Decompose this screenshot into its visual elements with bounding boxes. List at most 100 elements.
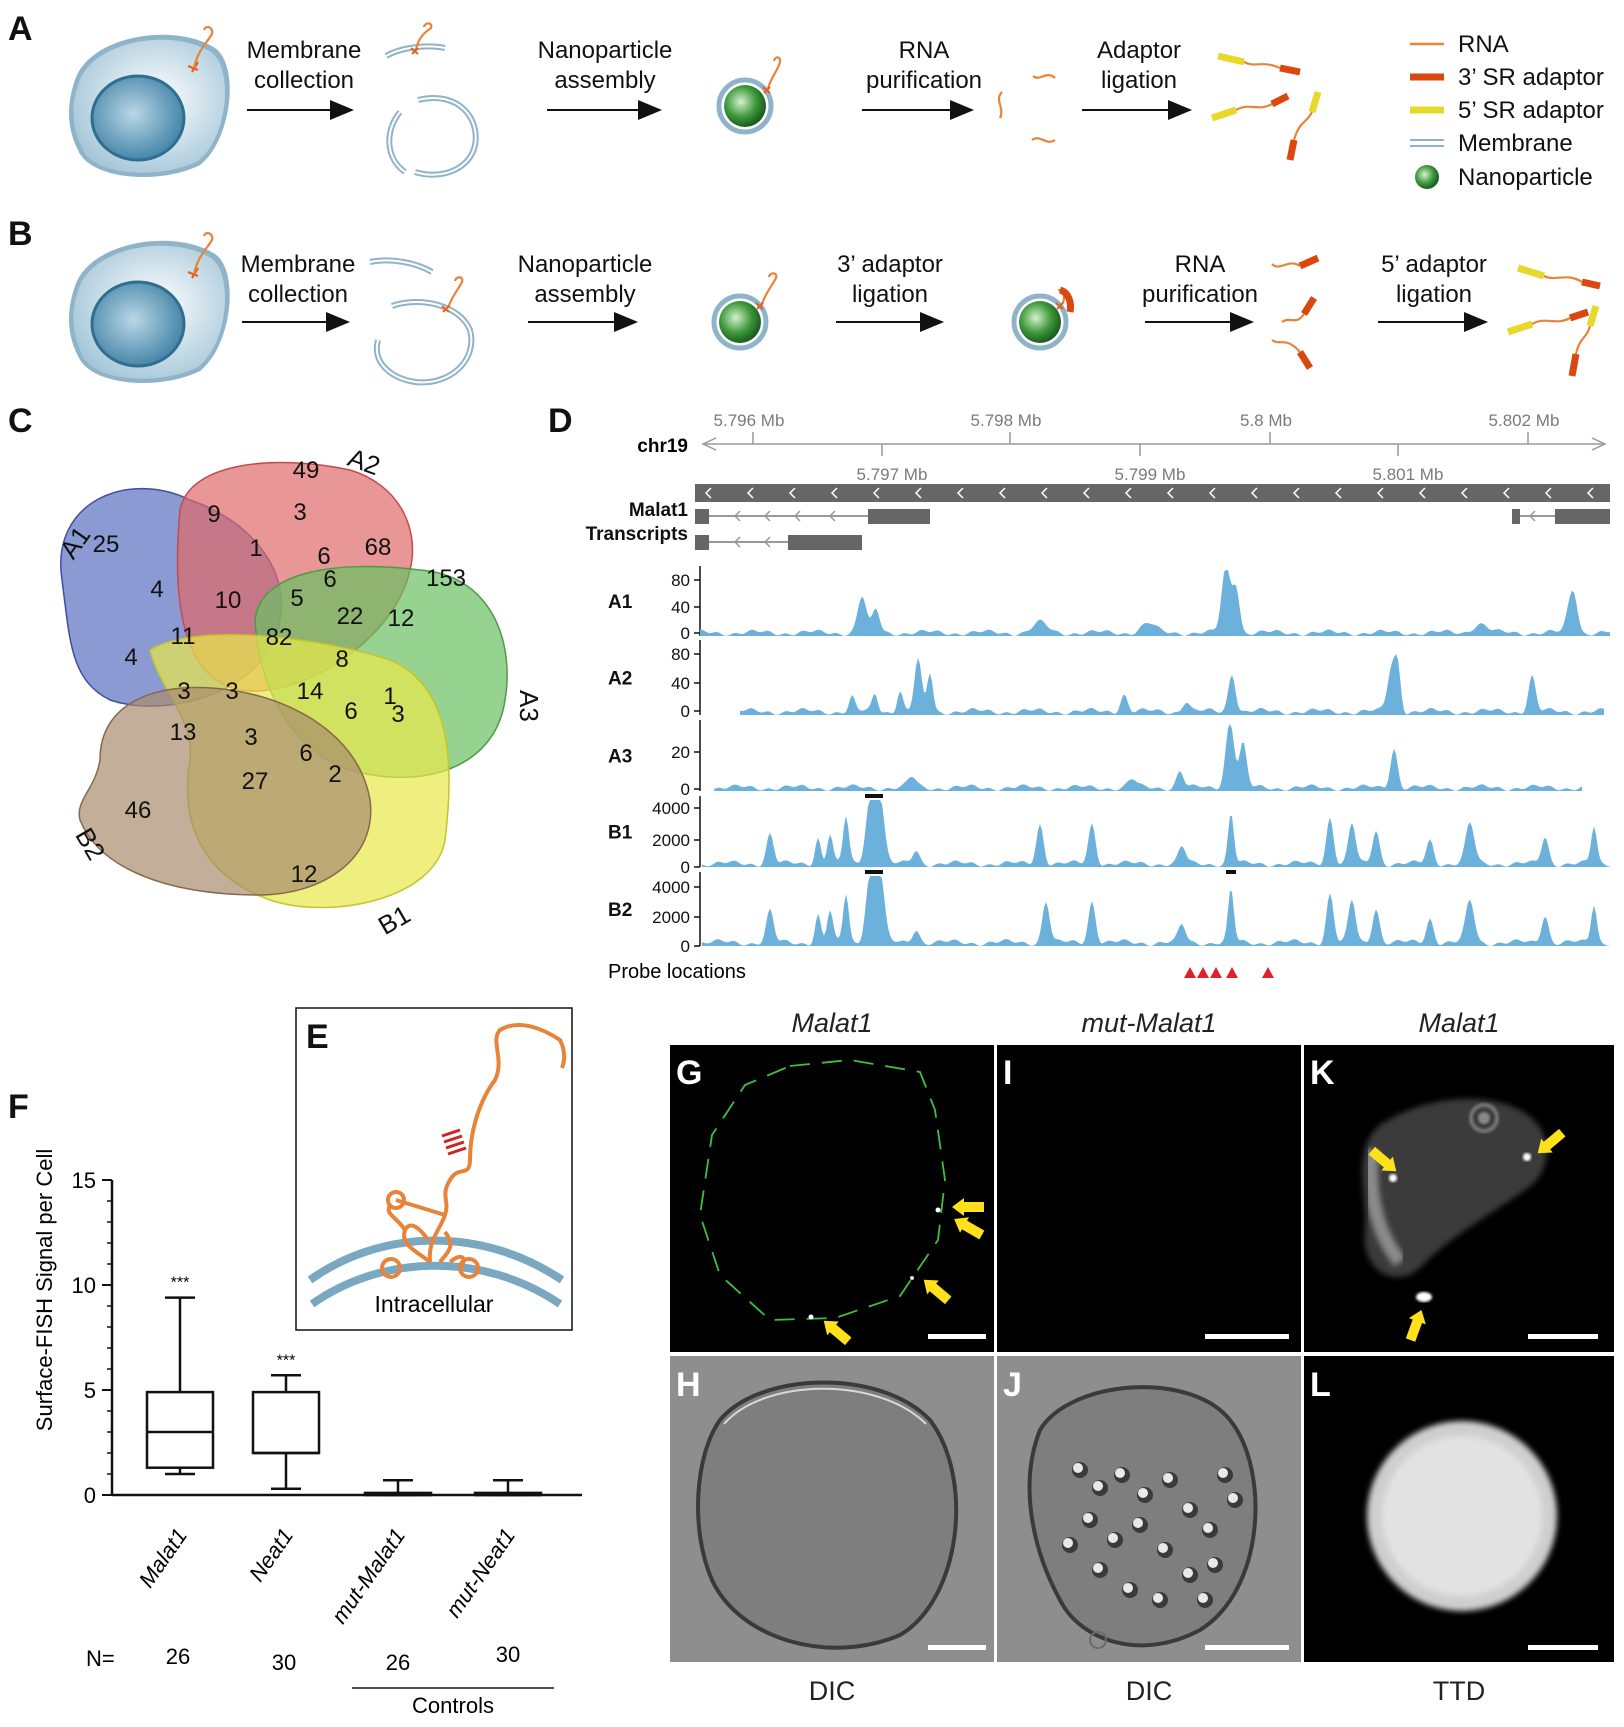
panel-letter-k: K (1310, 1054, 1335, 1092)
venn-region-count: 10 (215, 587, 242, 614)
microscopy-panels: Malat1 mut-Malat1 Malat1 G I (670, 1008, 1614, 1706)
panel-letter-c: C (8, 402, 33, 440)
chromosome-label: chr19 (637, 436, 688, 457)
step-label: Nanoparticle assembly (518, 251, 653, 308)
nucleus (90, 74, 186, 162)
track-axis-tick: 20 (671, 743, 690, 762)
step-label: Nanoparticle assembly (538, 37, 673, 94)
coordinate-tick-label: 5.799 Mb (1115, 465, 1186, 484)
venn-label-b1: B1 (373, 899, 416, 941)
cell-outline (699, 1059, 946, 1321)
scale-bar (1205, 1645, 1289, 1650)
probe-marker (1262, 967, 1274, 978)
scale-bar (928, 1645, 986, 1650)
track-axis-tick: 40 (671, 674, 690, 693)
track-label: B2 (608, 900, 632, 921)
track-axis-tick: 2000 (652, 831, 690, 850)
y-tick-label: 15 (72, 1168, 96, 1193)
membrane-fragments (384, 43, 479, 178)
track-axis-tick: 2000 (652, 908, 690, 927)
gene-body (695, 484, 1610, 502)
venn-region-count: 1 (383, 683, 396, 710)
venn-region-count: 6 (344, 698, 357, 725)
coordinate-ticks-bottom: 5.797 Mb 5.799 Mb 5.801 Mb (857, 444, 1443, 484)
track-label: A3 (608, 747, 632, 768)
coordinate-tick-label: 5.802 Mb (1489, 411, 1560, 430)
legend-label-nanoparticle: Nanoparticle (1458, 164, 1593, 191)
track-axis-tick: 0 (681, 702, 690, 721)
nanoparticle (1019, 301, 1061, 343)
image-caption: DIC (1126, 1676, 1173, 1706)
track-axis-tick: 0 (681, 780, 690, 799)
venn-region-count: 3 (293, 499, 306, 526)
n-label: N= (86, 1646, 115, 1671)
nanoparticle (719, 301, 761, 343)
dic-cell (1027, 1385, 1258, 1649)
legend-label-5-adaptor: 5’ SR adaptor (1458, 97, 1604, 124)
coverage-area (700, 570, 1610, 636)
box (251, 1390, 321, 1455)
venn-label-a3: A3 (514, 690, 544, 722)
image-g (670, 1045, 994, 1352)
coordinate-tick-label: 5.796 Mb (714, 411, 785, 430)
panel-letter-j: J (1003, 1366, 1022, 1404)
legend-label-rna: RNA (1458, 31, 1509, 58)
panel-b: B Membrane collection Nanoparticle assembl… (8, 215, 1601, 386)
step-label: RNA purification (1142, 251, 1258, 308)
legend-label-3-adaptor: 3’ SR adaptor (1458, 64, 1604, 91)
n-value: 30 (496, 1642, 520, 1667)
panel-e-frame (295, 1007, 573, 1331)
panel-letter-l: L (1310, 1366, 1331, 1404)
probe-locations-label: Probe locations (608, 961, 746, 983)
probe-marker (1184, 967, 1196, 978)
track-label: A2 (608, 669, 632, 690)
track-label: A1 (608, 592, 633, 613)
image-title: Malat1 (1418, 1008, 1499, 1038)
image-i (997, 1045, 1301, 1352)
track-axis-tick: 4000 (652, 878, 690, 897)
category-label: Neat1 (244, 1524, 298, 1586)
fluorescence-cell (1362, 1098, 1547, 1302)
fish-spots (808, 1207, 941, 1320)
probe-markers (1184, 967, 1274, 978)
venn-region-count: 8 (335, 646, 348, 673)
coordinate-tick-label: 5.797 Mb (857, 465, 928, 484)
cell-illustration (69, 25, 230, 177)
panel-letter-f: F (8, 1088, 29, 1126)
coordinate-tick-label: 5.798 Mb (971, 411, 1042, 430)
venn-region-count: 9 (207, 501, 220, 528)
track-axis-tick: 0 (681, 937, 690, 956)
step-label: 5’ adaptor ligation (1381, 251, 1487, 308)
y-tick-label: 5 (84, 1378, 96, 1403)
venn-region-count: 68 (365, 534, 392, 561)
free-rna (997, 74, 1056, 143)
cell-illustration (69, 231, 230, 383)
venn-set-b2 (78, 686, 372, 896)
coverage-tracks: A1 80 40 0 A2 80 40 0 A3 20 0 B1 4000 2000 0 B2 4000 2000… (608, 566, 1610, 956)
controls-label: Controls (412, 1693, 494, 1718)
y-axis-label: Surface-FISH Signal per Cell (32, 1149, 57, 1431)
category-label: Malat1 (134, 1524, 192, 1592)
coverage-area (714, 724, 1582, 791)
ligated-rna (1506, 264, 1601, 377)
step-label: RNA purification (866, 37, 982, 94)
venn-region-count: 153 (426, 565, 466, 592)
ligated-rna (1210, 52, 1322, 161)
probe-marker (1226, 967, 1238, 978)
step-label: Membrane collection (241, 251, 356, 308)
venn-region-count: 22 (337, 603, 364, 630)
gene-label: Malat1 (629, 500, 689, 521)
venn-region-count: 82 (266, 624, 293, 651)
venn-region-count: 3 (225, 678, 238, 705)
y-tick-label: 10 (72, 1273, 96, 1298)
venn-region-count: 6 (299, 740, 312, 767)
ligated-rna (1271, 254, 1320, 370)
venn-region-count: 46 (125, 797, 152, 824)
panel-letter-b: B (8, 215, 33, 253)
step-label: Membrane collection (247, 37, 362, 94)
image-caption: TTD (1433, 1676, 1485, 1706)
panel-d: D chr19 5.796 Mb 5.798 Mb 5.8 Mb 5.802 Mb 5… (548, 402, 1610, 983)
rna-strand (192, 25, 214, 69)
